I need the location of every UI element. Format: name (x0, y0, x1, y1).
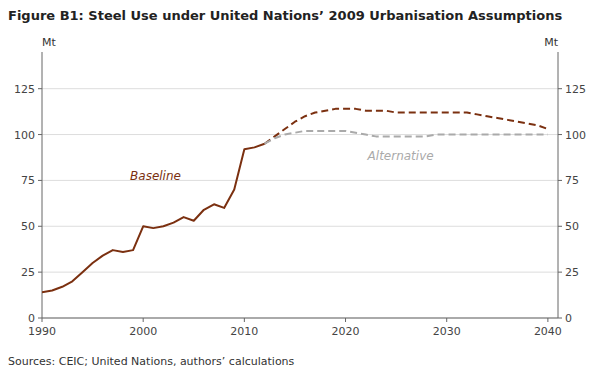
y2-tick-label: 25 (565, 266, 579, 279)
y-tick (38, 272, 42, 273)
x-tick (143, 318, 144, 322)
y2-tick (558, 180, 562, 181)
x-tick-label: 1990 (28, 325, 56, 338)
y-tick-label: 0 (28, 312, 35, 325)
annotation: Baseline (130, 169, 181, 183)
x-tick (547, 318, 548, 322)
series-line (265, 109, 548, 144)
x-tick (446, 318, 447, 322)
x-axis-line (42, 318, 558, 319)
grid (42, 89, 558, 318)
y-tick-label: 50 (21, 220, 35, 233)
y2-axis-label: Mt (544, 36, 558, 49)
grid-line (42, 272, 558, 273)
source: Sources: CEIC; United Nations, authors’ … (8, 355, 295, 368)
x-tick-label: 2020 (332, 325, 360, 338)
x-tick-label: 2000 (129, 325, 157, 338)
grid-line (42, 318, 558, 319)
y2-tick (558, 318, 562, 319)
chart: Figure B1: Steel Use under United Nation… (0, 0, 600, 375)
title: Figure B1: Steel Use under United Nation… (8, 8, 562, 23)
x-tick-label: 2030 (433, 325, 461, 338)
x-tick (42, 318, 43, 322)
y-tick-label: 75 (21, 174, 35, 187)
y2-tick-label: 100 (565, 129, 586, 142)
y2-axis-line (558, 52, 559, 318)
y-tick-label: 100 (14, 129, 35, 142)
series-line (265, 131, 548, 144)
lines (42, 109, 548, 292)
x-tick-label: 2010 (230, 325, 258, 338)
y-tick (38, 226, 42, 227)
x-tick (345, 318, 346, 322)
y-tick-label: 25 (21, 266, 35, 279)
y2-tick-label: 75 (565, 174, 579, 187)
grid-line (42, 134, 558, 135)
y-axis-label: Mt (42, 36, 56, 49)
series-line (42, 144, 265, 293)
y-tick-label: 125 (14, 83, 35, 96)
y2-tick (558, 272, 562, 273)
y2-tick-label: 0 (565, 312, 572, 325)
y-axis-line (42, 52, 43, 318)
x-tick (244, 318, 245, 322)
y2-tick (558, 88, 562, 89)
grid-line (42, 226, 558, 227)
y2-tick (558, 134, 562, 135)
grid-line (42, 180, 558, 181)
grid-line (42, 88, 558, 89)
y2-tick-label: 50 (565, 220, 579, 233)
y-tick (38, 180, 42, 181)
y-tick (38, 318, 42, 319)
y-tick (38, 134, 42, 135)
y-tick (38, 88, 42, 89)
y2-tick-label: 125 (565, 83, 586, 96)
x-tick-label: 2040 (534, 325, 562, 338)
y2-tick (558, 226, 562, 227)
annotation: Alternative (367, 149, 434, 163)
